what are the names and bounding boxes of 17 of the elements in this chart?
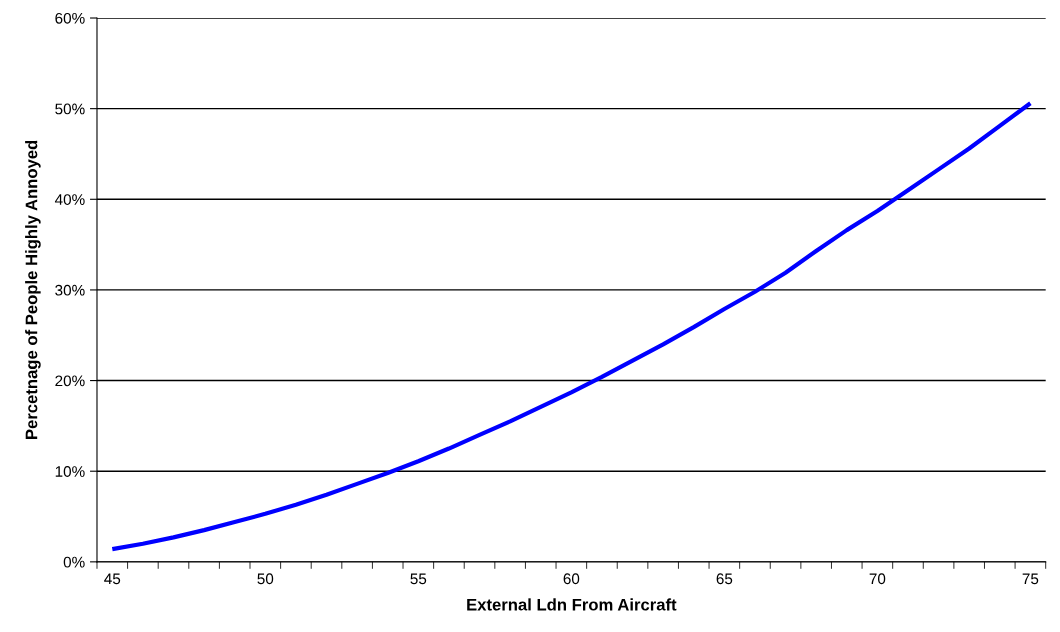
y-tick-label: 10% (55, 466, 85, 477)
y-tick-label: 0% (63, 556, 85, 568)
x-tick-label: 75 (1022, 573, 1039, 585)
y-tick-label: 20% (55, 375, 85, 387)
y-tick-label: 30% (55, 284, 85, 296)
x-tick-label: 45 (104, 573, 121, 585)
x-tick-label: 55 (410, 573, 427, 585)
x-axis-title: External Ldn From Aircraft (467, 598, 677, 611)
x-tick-label: 65 (716, 573, 733, 585)
y-tick-label: 50% (55, 103, 85, 115)
x-tick-label: 60 (563, 573, 580, 585)
x-tick-label: 70 (869, 573, 886, 585)
x-tick-label: 50 (257, 573, 274, 585)
y-tick-label: 40% (54, 194, 85, 205)
y-axis-title: Percetnage of People Highly Annoyed (25, 140, 41, 439)
y-tick-label: 60% (55, 12, 85, 24)
line-series (110, 101, 1033, 552)
